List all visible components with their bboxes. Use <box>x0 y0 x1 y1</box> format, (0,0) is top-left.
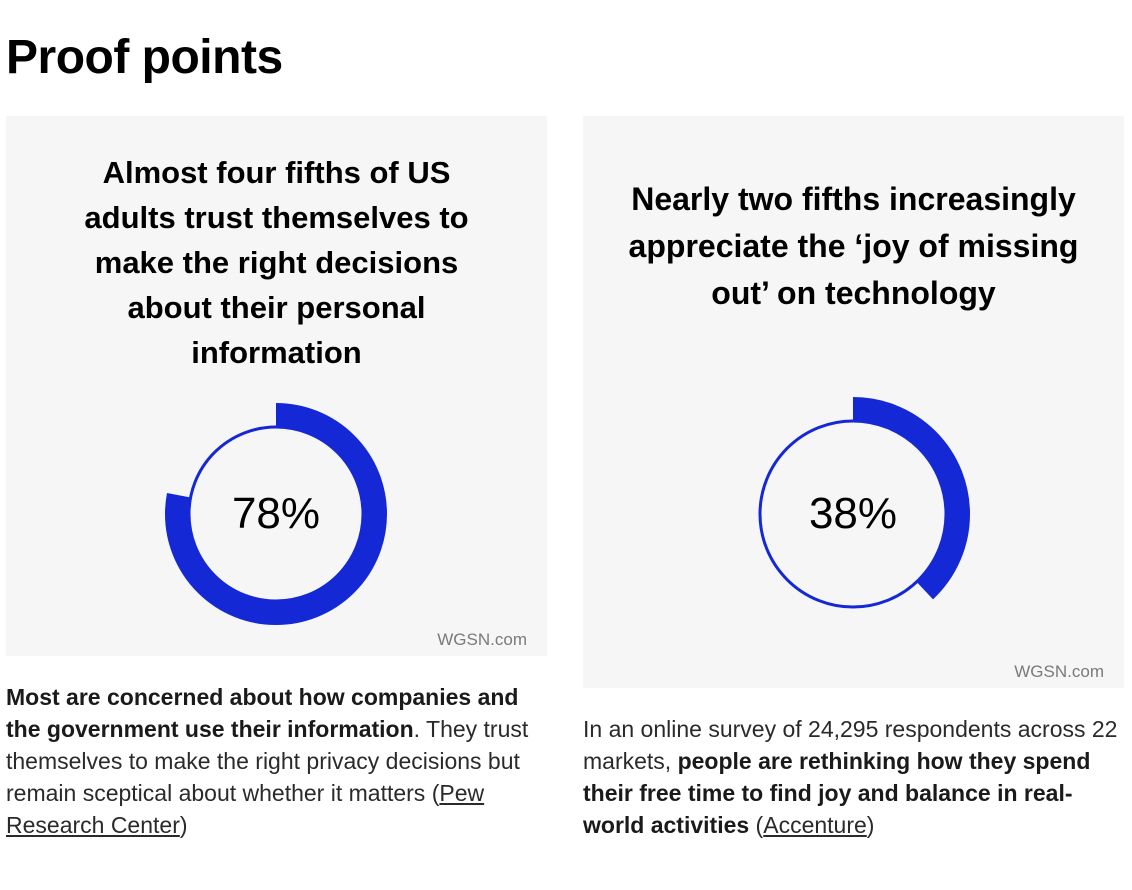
proof-point-card-1: Almost four fifths of US adults trust th… <box>6 116 547 656</box>
description-closing: ) <box>866 812 875 838</box>
donut-value-label: 38% <box>808 489 898 538</box>
card-headline: Almost four fifths of US adults trust th… <box>84 155 469 370</box>
proof-point-card-2: Nearly two fifths increasingly appreciat… <box>583 116 1124 688</box>
card-2-description: In an online survey of 24,295 respondent… <box>583 713 1128 841</box>
page-title: Proof points <box>6 31 283 84</box>
wgsn-watermark: WGSN.com <box>437 630 527 649</box>
donut-chart-78: 78% <box>160 397 400 637</box>
pew-research-link[interactable]: Pew Research Center <box>6 780 485 838</box>
card-headline: Nearly two fifths increasingly appreciat… <box>628 181 1079 311</box>
description-bold: Most are concerned about how companies a… <box>6 684 519 742</box>
card-1-description: Most are concerned about how companies a… <box>6 681 551 841</box>
description-text: ( <box>749 812 764 838</box>
accenture-link[interactable]: Accenture <box>763 812 867 838</box>
donut-chart-38: 38% <box>733 389 973 639</box>
description-closing: ) <box>179 812 188 838</box>
description-text: In an online survey of 24,295 respondent… <box>583 716 1118 774</box>
donut-value-label: 78% <box>231 489 321 538</box>
description-bold: people are rethinking how they spend the… <box>583 748 1091 838</box>
description-text: . They trust themselves to make the righ… <box>6 716 529 806</box>
wgsn-watermark: WGSN.com <box>1014 662 1104 681</box>
